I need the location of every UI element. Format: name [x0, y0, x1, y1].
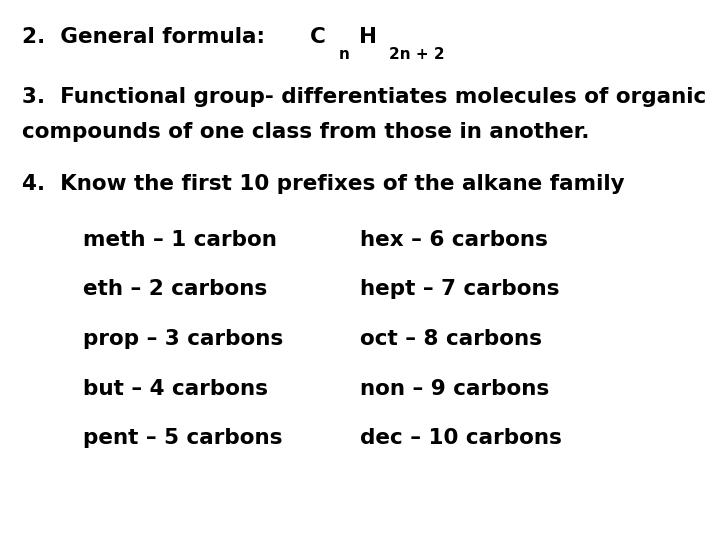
Text: hept – 7 carbons: hept – 7 carbons — [360, 279, 559, 299]
Text: compounds of one class from those in another.: compounds of one class from those in ano… — [22, 122, 589, 141]
Text: C: C — [310, 27, 325, 47]
Text: 2.  General formula:: 2. General formula: — [22, 27, 279, 47]
Text: but – 4 carbons: but – 4 carbons — [83, 379, 268, 399]
Text: eth – 2 carbons: eth – 2 carbons — [83, 279, 267, 299]
Text: prop – 3 carbons: prop – 3 carbons — [83, 329, 283, 349]
Text: non – 9 carbons: non – 9 carbons — [360, 379, 549, 399]
Text: 2n + 2: 2n + 2 — [389, 48, 444, 63]
Text: dec – 10 carbons: dec – 10 carbons — [360, 428, 562, 448]
Text: meth – 1 carbon: meth – 1 carbon — [83, 230, 276, 249]
Text: 3.  Functional group- differentiates molecules of organic: 3. Functional group- differentiates mole… — [22, 86, 706, 106]
Text: H: H — [359, 27, 377, 47]
Text: pent – 5 carbons: pent – 5 carbons — [83, 428, 282, 448]
Text: 4.  Know the first 10 prefixes of the alkane family: 4. Know the first 10 prefixes of the alk… — [22, 174, 624, 194]
Text: hex – 6 carbons: hex – 6 carbons — [360, 230, 548, 249]
Text: oct – 8 carbons: oct – 8 carbons — [360, 329, 542, 349]
Text: n: n — [338, 48, 349, 63]
